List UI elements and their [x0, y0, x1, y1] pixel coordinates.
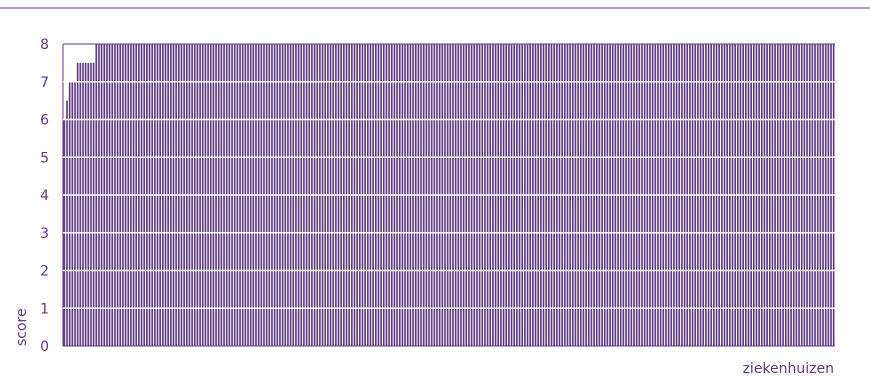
- bar-10: [87, 62, 90, 347]
- y-tick-label-2: 2: [40, 264, 49, 280]
- y-tick-label-3: 3: [40, 226, 49, 242]
- y-tick-label-5: 5: [40, 150, 49, 166]
- bar-2: [66, 100, 68, 347]
- gridlines-group: [63, 81, 835, 309]
- bar-8: [82, 62, 84, 347]
- bar-5: [74, 81, 76, 346]
- y-tick-label-8: 8: [40, 37, 49, 53]
- y-tick-labels: 0 1 2 3 4 5 6 7 8: [40, 37, 49, 355]
- bar-3: [68, 81, 71, 346]
- y-axis-label: score: [14, 308, 30, 346]
- bar-6: [76, 62, 79, 347]
- y-tick-label-4: 4: [40, 188, 49, 204]
- x-axis-label: ziekenhuizen: [743, 361, 834, 377]
- y-tick-label-7: 7: [40, 75, 49, 91]
- y-tick-label-0: 0: [40, 339, 49, 355]
- y-tick-label-1: 1: [40, 301, 49, 317]
- bar-9: [84, 62, 87, 347]
- bar-7: [79, 62, 82, 347]
- bar-4: [71, 81, 74, 346]
- bar-11: [90, 62, 92, 347]
- y-tick-label-6: 6: [40, 113, 49, 129]
- bar-12: [92, 62, 95, 347]
